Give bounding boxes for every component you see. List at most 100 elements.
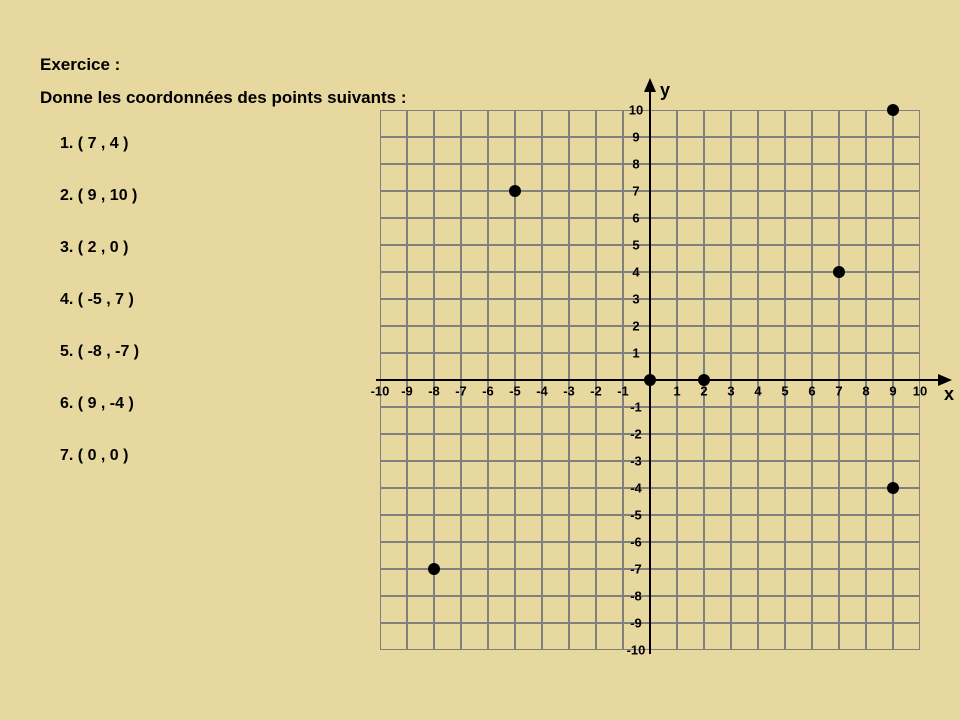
y-tick-label: -5	[630, 508, 642, 523]
grid-cell	[677, 245, 704, 272]
grid-cell	[407, 299, 434, 326]
grid-cell	[758, 515, 785, 542]
grid-cell	[785, 110, 812, 137]
grid-cell	[704, 461, 731, 488]
grid-cell	[731, 623, 758, 650]
y-tick-label: -10	[627, 643, 646, 658]
grid-cell	[515, 299, 542, 326]
grid-cell	[785, 434, 812, 461]
grid-cell	[731, 164, 758, 191]
grid-cell	[839, 488, 866, 515]
grid-cell	[785, 542, 812, 569]
grid-cell	[839, 515, 866, 542]
x-tick-label: -7	[455, 384, 467, 399]
grid-cell	[515, 218, 542, 245]
grid-cell	[785, 164, 812, 191]
grid-cell	[731, 569, 758, 596]
grid-cell	[461, 596, 488, 623]
grid-cell	[569, 515, 596, 542]
grid-cell	[893, 272, 920, 299]
grid-cell	[758, 326, 785, 353]
grid-cell	[569, 353, 596, 380]
grid-cell	[866, 596, 893, 623]
grid-cell	[731, 191, 758, 218]
grid-cell	[596, 326, 623, 353]
grid-cell	[677, 623, 704, 650]
grid-cell	[677, 110, 704, 137]
grid-cell	[812, 434, 839, 461]
grid-cell	[866, 407, 893, 434]
plot-point	[887, 104, 899, 116]
grid-cell	[677, 191, 704, 218]
grid-cell	[866, 569, 893, 596]
grid-cell	[434, 326, 461, 353]
grid-cell	[650, 137, 677, 164]
grid-cell	[704, 326, 731, 353]
grid-cell	[434, 164, 461, 191]
grid-cell	[758, 218, 785, 245]
grid-cell	[461, 434, 488, 461]
answers-list: 1. ( 7 , 4 ) 2. ( 9 , 10 ) 3. ( 2 , 0 ) …	[60, 135, 139, 499]
grid-cell	[407, 488, 434, 515]
grid-cell	[542, 488, 569, 515]
grid-cell	[731, 245, 758, 272]
grid-cell	[461, 191, 488, 218]
grid-cell	[812, 488, 839, 515]
grid-cell	[812, 569, 839, 596]
grid-cell	[434, 434, 461, 461]
grid-cell	[731, 407, 758, 434]
grid-cell	[839, 299, 866, 326]
grid-cell	[731, 542, 758, 569]
grid-cell	[542, 515, 569, 542]
grid-cell	[758, 245, 785, 272]
grid-cell	[650, 191, 677, 218]
grid-cell	[488, 434, 515, 461]
grid-cell	[488, 515, 515, 542]
grid-cell	[407, 245, 434, 272]
grid-cell	[461, 542, 488, 569]
grid-cell	[569, 191, 596, 218]
grid-cell	[380, 245, 407, 272]
grid-cell	[866, 515, 893, 542]
grid-cell	[866, 245, 893, 272]
grid-cell	[542, 407, 569, 434]
grid-cell	[650, 515, 677, 542]
grid-cell	[596, 137, 623, 164]
grid-cell	[785, 353, 812, 380]
grid-cell	[461, 218, 488, 245]
plot-point	[887, 482, 899, 494]
grid-cell	[758, 191, 785, 218]
grid-cell	[380, 542, 407, 569]
grid-cell	[812, 407, 839, 434]
grid-cell	[515, 461, 542, 488]
grid-cell	[380, 569, 407, 596]
grid-cell	[812, 623, 839, 650]
grid-cell	[380, 164, 407, 191]
x-tick-label: 1	[673, 384, 680, 399]
y-tick-label: 4	[632, 265, 639, 280]
x-axis	[376, 379, 944, 381]
grid-cell	[380, 191, 407, 218]
grid-cell	[839, 542, 866, 569]
grid-cell	[650, 569, 677, 596]
grid-cell	[380, 353, 407, 380]
plot-point	[509, 185, 521, 197]
grid-cell	[704, 407, 731, 434]
grid-cell	[461, 164, 488, 191]
grid-cell	[839, 191, 866, 218]
grid-cell	[596, 110, 623, 137]
grid-cell	[785, 623, 812, 650]
grid-cell	[380, 623, 407, 650]
grid-cell	[866, 164, 893, 191]
grid-cell	[461, 272, 488, 299]
grid-cell	[488, 299, 515, 326]
grid-cell	[704, 488, 731, 515]
grid-cell	[461, 407, 488, 434]
grid-cell	[839, 623, 866, 650]
grid-cell	[866, 191, 893, 218]
grid-cell	[434, 191, 461, 218]
grid-cell	[461, 299, 488, 326]
grid-cell	[542, 434, 569, 461]
grid-cell	[434, 137, 461, 164]
grid-cell	[407, 353, 434, 380]
